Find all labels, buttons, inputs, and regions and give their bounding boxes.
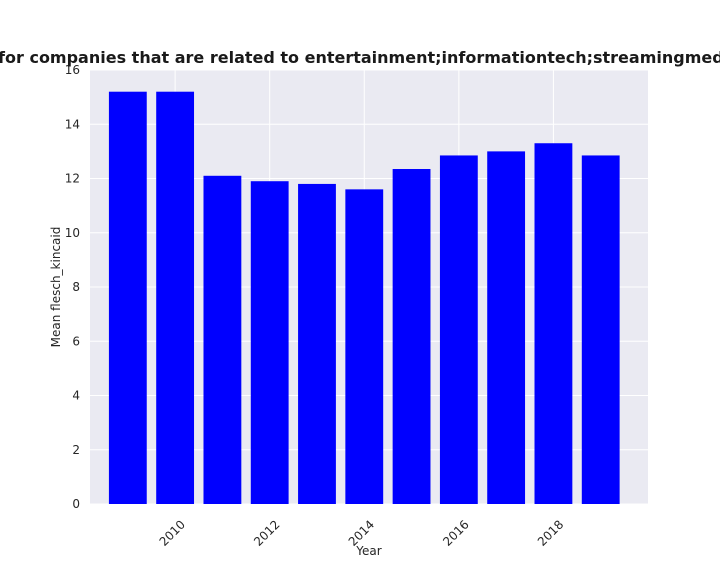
x-tick-label: 2018 — [535, 517, 566, 548]
bar — [487, 151, 526, 504]
bar — [345, 189, 384, 504]
y-tick-label: 2 — [72, 443, 80, 457]
y-tick-label: 4 — [72, 389, 80, 403]
y-axis-label: Mean flesch_kincaid — [49, 227, 63, 348]
bar — [250, 181, 289, 504]
y-tick-label: 16 — [65, 63, 80, 77]
y-tick-label: 10 — [65, 226, 80, 240]
y-tick-label: 0 — [72, 497, 80, 511]
bar — [298, 183, 336, 505]
y-tick-label: 12 — [65, 172, 80, 186]
bar — [203, 175, 242, 504]
x-tick-label: 2016 — [440, 517, 471, 548]
y-tick-label: 6 — [72, 334, 80, 348]
bar — [439, 155, 478, 504]
bar — [534, 143, 573, 505]
chart-title: Mean flesch_kincaid in privacy policies … — [0, 48, 720, 67]
bar — [108, 91, 147, 504]
x-axis-label: Year — [355, 544, 381, 558]
bar — [392, 169, 431, 504]
bar — [156, 91, 195, 504]
bar — [581, 155, 620, 504]
x-tick-label: 2010 — [157, 517, 188, 548]
y-tick-labels: 0 2 4 6 8 10 12 14 16 — [65, 63, 80, 511]
bars — [108, 91, 620, 505]
y-tick-label: 8 — [72, 280, 80, 294]
y-tick-label: 14 — [65, 117, 80, 131]
x-tick-label: 2012 — [251, 517, 282, 548]
